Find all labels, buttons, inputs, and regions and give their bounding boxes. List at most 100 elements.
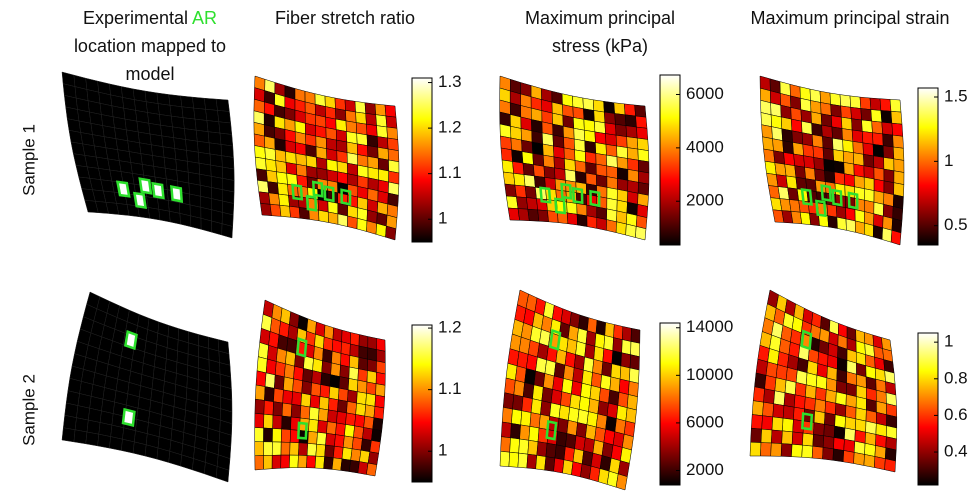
mesh-cell <box>501 437 511 453</box>
mesh-cell <box>751 415 762 430</box>
mesh-cell <box>364 416 374 429</box>
mesh-cell <box>811 112 822 125</box>
mesh-cell <box>301 393 311 407</box>
mesh-cell <box>268 182 279 195</box>
mesh-cell <box>265 148 276 161</box>
mesh-cell <box>846 208 856 221</box>
mesh-cell <box>340 365 350 378</box>
title-part: Experimental <box>83 8 188 28</box>
mesh-cell <box>341 459 351 472</box>
mesh-cell <box>503 172 515 185</box>
mesh-cell <box>846 219 855 232</box>
mesh-cell <box>575 150 586 163</box>
mesh-cell <box>75 418 88 432</box>
mesh-cell <box>606 220 616 233</box>
mesh-cell <box>316 444 326 457</box>
mesh-cell <box>292 392 302 406</box>
mesh-cell <box>511 423 521 439</box>
mesh-cell <box>513 395 524 411</box>
mesh-cell <box>635 105 646 117</box>
mesh-cell <box>534 371 545 387</box>
colorbar-tick-label: 1 <box>944 151 953 170</box>
mesh-cell <box>197 141 210 154</box>
mesh-cell <box>617 405 628 421</box>
colorbar <box>660 75 680 245</box>
colorbar-tick-label: 0.8 <box>944 368 968 387</box>
mesh-cell <box>554 363 565 379</box>
colorbar-tick-label: 1.1 <box>438 379 462 398</box>
mesh-cell <box>196 130 209 143</box>
mesh-cell <box>367 359 376 372</box>
mesh-cell <box>377 137 388 150</box>
mesh <box>255 300 386 476</box>
colorbar-tick-label: 1.5 <box>944 86 968 105</box>
mesh-cell <box>375 104 386 116</box>
mesh-cell <box>573 449 584 464</box>
mesh-cell <box>781 117 792 131</box>
mesh-cell <box>74 430 87 444</box>
mesh-cell <box>500 451 510 466</box>
ar-outline <box>125 332 136 349</box>
mesh-cell <box>345 100 356 112</box>
colorbar-tick-label: 0.5 <box>944 215 968 234</box>
colorbar-tick-label: 6000 <box>686 412 724 431</box>
mesh-cell <box>824 413 835 426</box>
mesh-cell <box>804 156 815 169</box>
mesh-cell <box>304 356 314 371</box>
mesh-cell <box>378 158 389 171</box>
mesh-cell <box>532 131 543 144</box>
mesh-cell <box>589 399 600 414</box>
mesh-cell <box>618 392 628 407</box>
mesh-cell <box>775 163 786 176</box>
mesh-cell <box>776 365 787 381</box>
mesh-cell <box>289 455 298 468</box>
mesh-cell <box>863 154 874 167</box>
mesh-cell <box>353 426 363 439</box>
mesh-cell <box>874 191 884 205</box>
mesh-cell <box>280 205 291 217</box>
mesh-cell <box>813 434 824 447</box>
mesh-cell <box>348 216 358 229</box>
mesh-cell <box>576 423 587 438</box>
mesh-cell <box>758 345 770 362</box>
mesh-cell <box>626 408 637 424</box>
mesh-cell <box>765 375 777 390</box>
mesh-cell <box>519 439 529 454</box>
mesh-cell <box>169 95 182 107</box>
mesh-cell <box>601 375 611 390</box>
mesh-cell <box>824 159 835 172</box>
mesh-cell <box>762 125 773 139</box>
mesh-cell <box>559 405 570 420</box>
mesh-cell <box>617 168 628 181</box>
mesh-cell <box>891 111 902 124</box>
mesh-cell <box>501 422 511 438</box>
mesh-cell <box>510 438 520 453</box>
mesh-cell <box>320 385 330 399</box>
mesh-cell <box>772 127 783 141</box>
mesh-cell <box>760 443 771 457</box>
mesh-cell <box>386 116 397 128</box>
mesh-cell <box>182 107 195 119</box>
mesh-cell <box>805 167 816 180</box>
mesh-cell <box>862 131 873 144</box>
mesh-cell <box>273 415 283 429</box>
mesh-cell <box>854 176 864 189</box>
mesh-cell <box>357 133 368 145</box>
mesh-cell <box>843 140 854 153</box>
mesh-cell <box>564 447 575 462</box>
mesh-cell <box>614 103 625 115</box>
mesh-cell <box>570 394 581 409</box>
mesh-cell <box>774 391 785 406</box>
mesh-cell <box>330 375 340 389</box>
mesh-cell <box>587 318 597 334</box>
mesh-cell <box>283 390 293 404</box>
title-part: location mapped to model <box>74 36 226 84</box>
mesh-cell <box>286 162 297 175</box>
colorbar-tick-label: 1 <box>438 209 447 228</box>
mesh-cell <box>594 111 605 123</box>
mesh-cell <box>550 403 561 418</box>
mesh-cell <box>349 367 359 380</box>
mesh-cell <box>377 126 388 138</box>
mesh-cell <box>293 379 303 393</box>
mesh-cell <box>841 117 852 130</box>
